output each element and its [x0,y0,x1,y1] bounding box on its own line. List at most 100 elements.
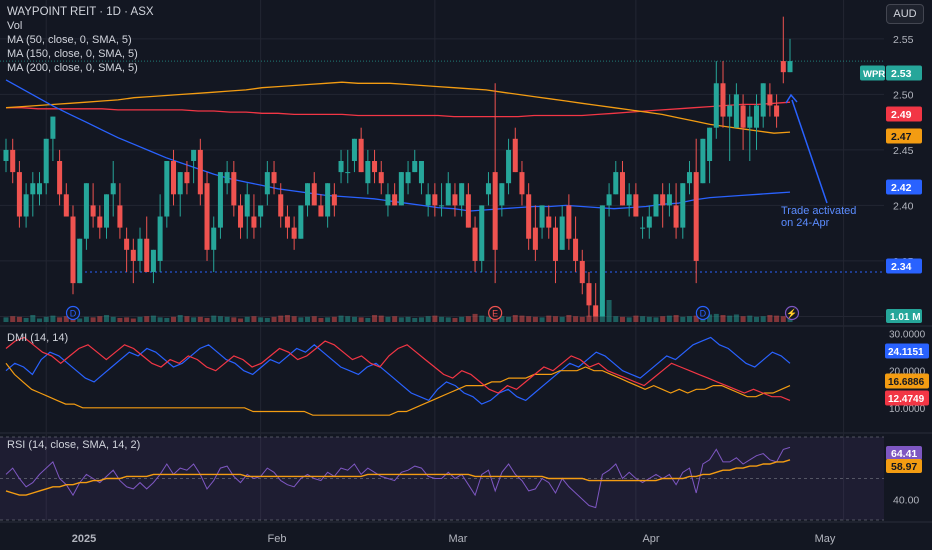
time-tick-label: May [815,533,836,545]
volume-bar [171,316,177,322]
currency-button[interactable]: AUD [886,4,924,24]
rsi-tick-label: 40.00 [893,494,919,506]
candle-body [787,61,793,73]
candle-body [439,205,445,207]
volume-bar [512,315,518,322]
candle-body [626,194,632,206]
candle-body [238,205,244,228]
candle-body [606,194,612,206]
time-tick-label: 2025 [72,533,96,545]
volume-bar [197,316,203,322]
candle-body [204,183,210,250]
event-marker-label: E [492,309,498,319]
event-marker [65,305,81,321]
candle-body [740,105,746,128]
candle-body [83,183,89,239]
symbol-badge-label: WPR [863,69,885,80]
volume-bar [23,317,29,322]
volume-bar [552,316,558,322]
volume-bar [619,316,625,322]
dmi-tick-label: 20.0000 [889,367,926,378]
dmi-legend[interactable]: DMI (14, 14) [7,332,69,344]
candle-body [452,194,458,206]
time-axis: 2025 Feb Mar Apr May [72,533,836,545]
price-tick-label: 2.40 [893,200,914,212]
event-marker [695,305,710,321]
volume-bar [646,316,652,322]
volume-bar [378,315,384,322]
volume-bar [526,316,532,322]
candle-body [57,161,63,195]
volume-bar [217,316,223,322]
volume-bar [77,318,83,322]
candle-body [10,149,16,173]
candle-body [36,183,43,195]
price-badge-label: 2.34 [891,261,912,273]
price-badge-label: 2.47 [891,131,912,143]
dmi-tick-label: 10.0000 [889,404,926,415]
volume-bar [191,317,197,322]
ma200-label[interactable]: MA (200, close, 0, SMA, 5) [7,62,138,74]
dmi-series-line [5,336,791,401]
volume-bar [439,316,445,322]
rsi-legend[interactable]: RSI (14, close, SMA, 14, 2) [7,439,141,451]
candle-body [640,227,646,229]
candle-body [298,205,304,239]
volume-bar [640,316,646,322]
volume-bar [653,317,659,322]
volume-bar [177,315,183,322]
volume-bar [673,315,679,322]
annotation-line-2: on 24-Apr [781,217,830,229]
volume-bar [63,316,69,322]
candle-body [479,205,485,261]
symbol-title[interactable]: WAYPOINT REIT · 1D · ASX [7,6,154,18]
volume-bar [110,316,116,322]
symbol-badge [860,65,885,81]
volume-bar [693,315,699,322]
volume-bar [137,316,143,322]
candle-body [211,227,217,250]
candle-body [104,194,110,228]
ma150-label[interactable]: MA (150, close, 0, SMA, 5) [7,48,138,60]
moving-averages [5,79,791,212]
volume-bar [331,316,337,322]
candle-body [157,216,163,261]
candle-body [418,161,424,184]
volume-badge [886,309,922,323]
volume-bar [559,316,565,322]
volume-bar [36,318,43,322]
time-tick-label: Apr [642,533,659,545]
volume-bar [519,315,525,322]
volume-bar [666,315,672,322]
candle-body [546,216,552,228]
volume-bar [432,315,438,322]
candle-body [244,194,250,217]
candle-body [345,172,351,174]
volume-bar [144,316,150,322]
volume-bar [311,316,317,322]
candle-body [593,305,599,317]
volume-bar [686,316,692,322]
volume-bar [124,317,130,322]
price-badge-label: 2.42 [891,182,912,194]
candle-body [398,172,404,206]
rsi-series-line [5,459,791,496]
candle-body [251,216,257,228]
volume-bar [767,315,773,322]
candle-body [653,194,659,217]
ma50-label[interactable]: MA (50, close, 0, SMA, 5) [7,34,132,46]
volume-bar [599,314,605,322]
ma200-line [6,101,791,118]
volume-badge-label: 1.01 M [890,312,921,323]
volume-bar [43,316,49,322]
candle-body [660,194,666,206]
volume-bar [499,316,505,322]
candle-body [184,172,190,184]
candle-body [693,172,699,261]
candle-body [512,138,518,173]
candle-body [707,127,713,161]
candle-body [780,61,786,73]
candle-body [727,105,733,117]
